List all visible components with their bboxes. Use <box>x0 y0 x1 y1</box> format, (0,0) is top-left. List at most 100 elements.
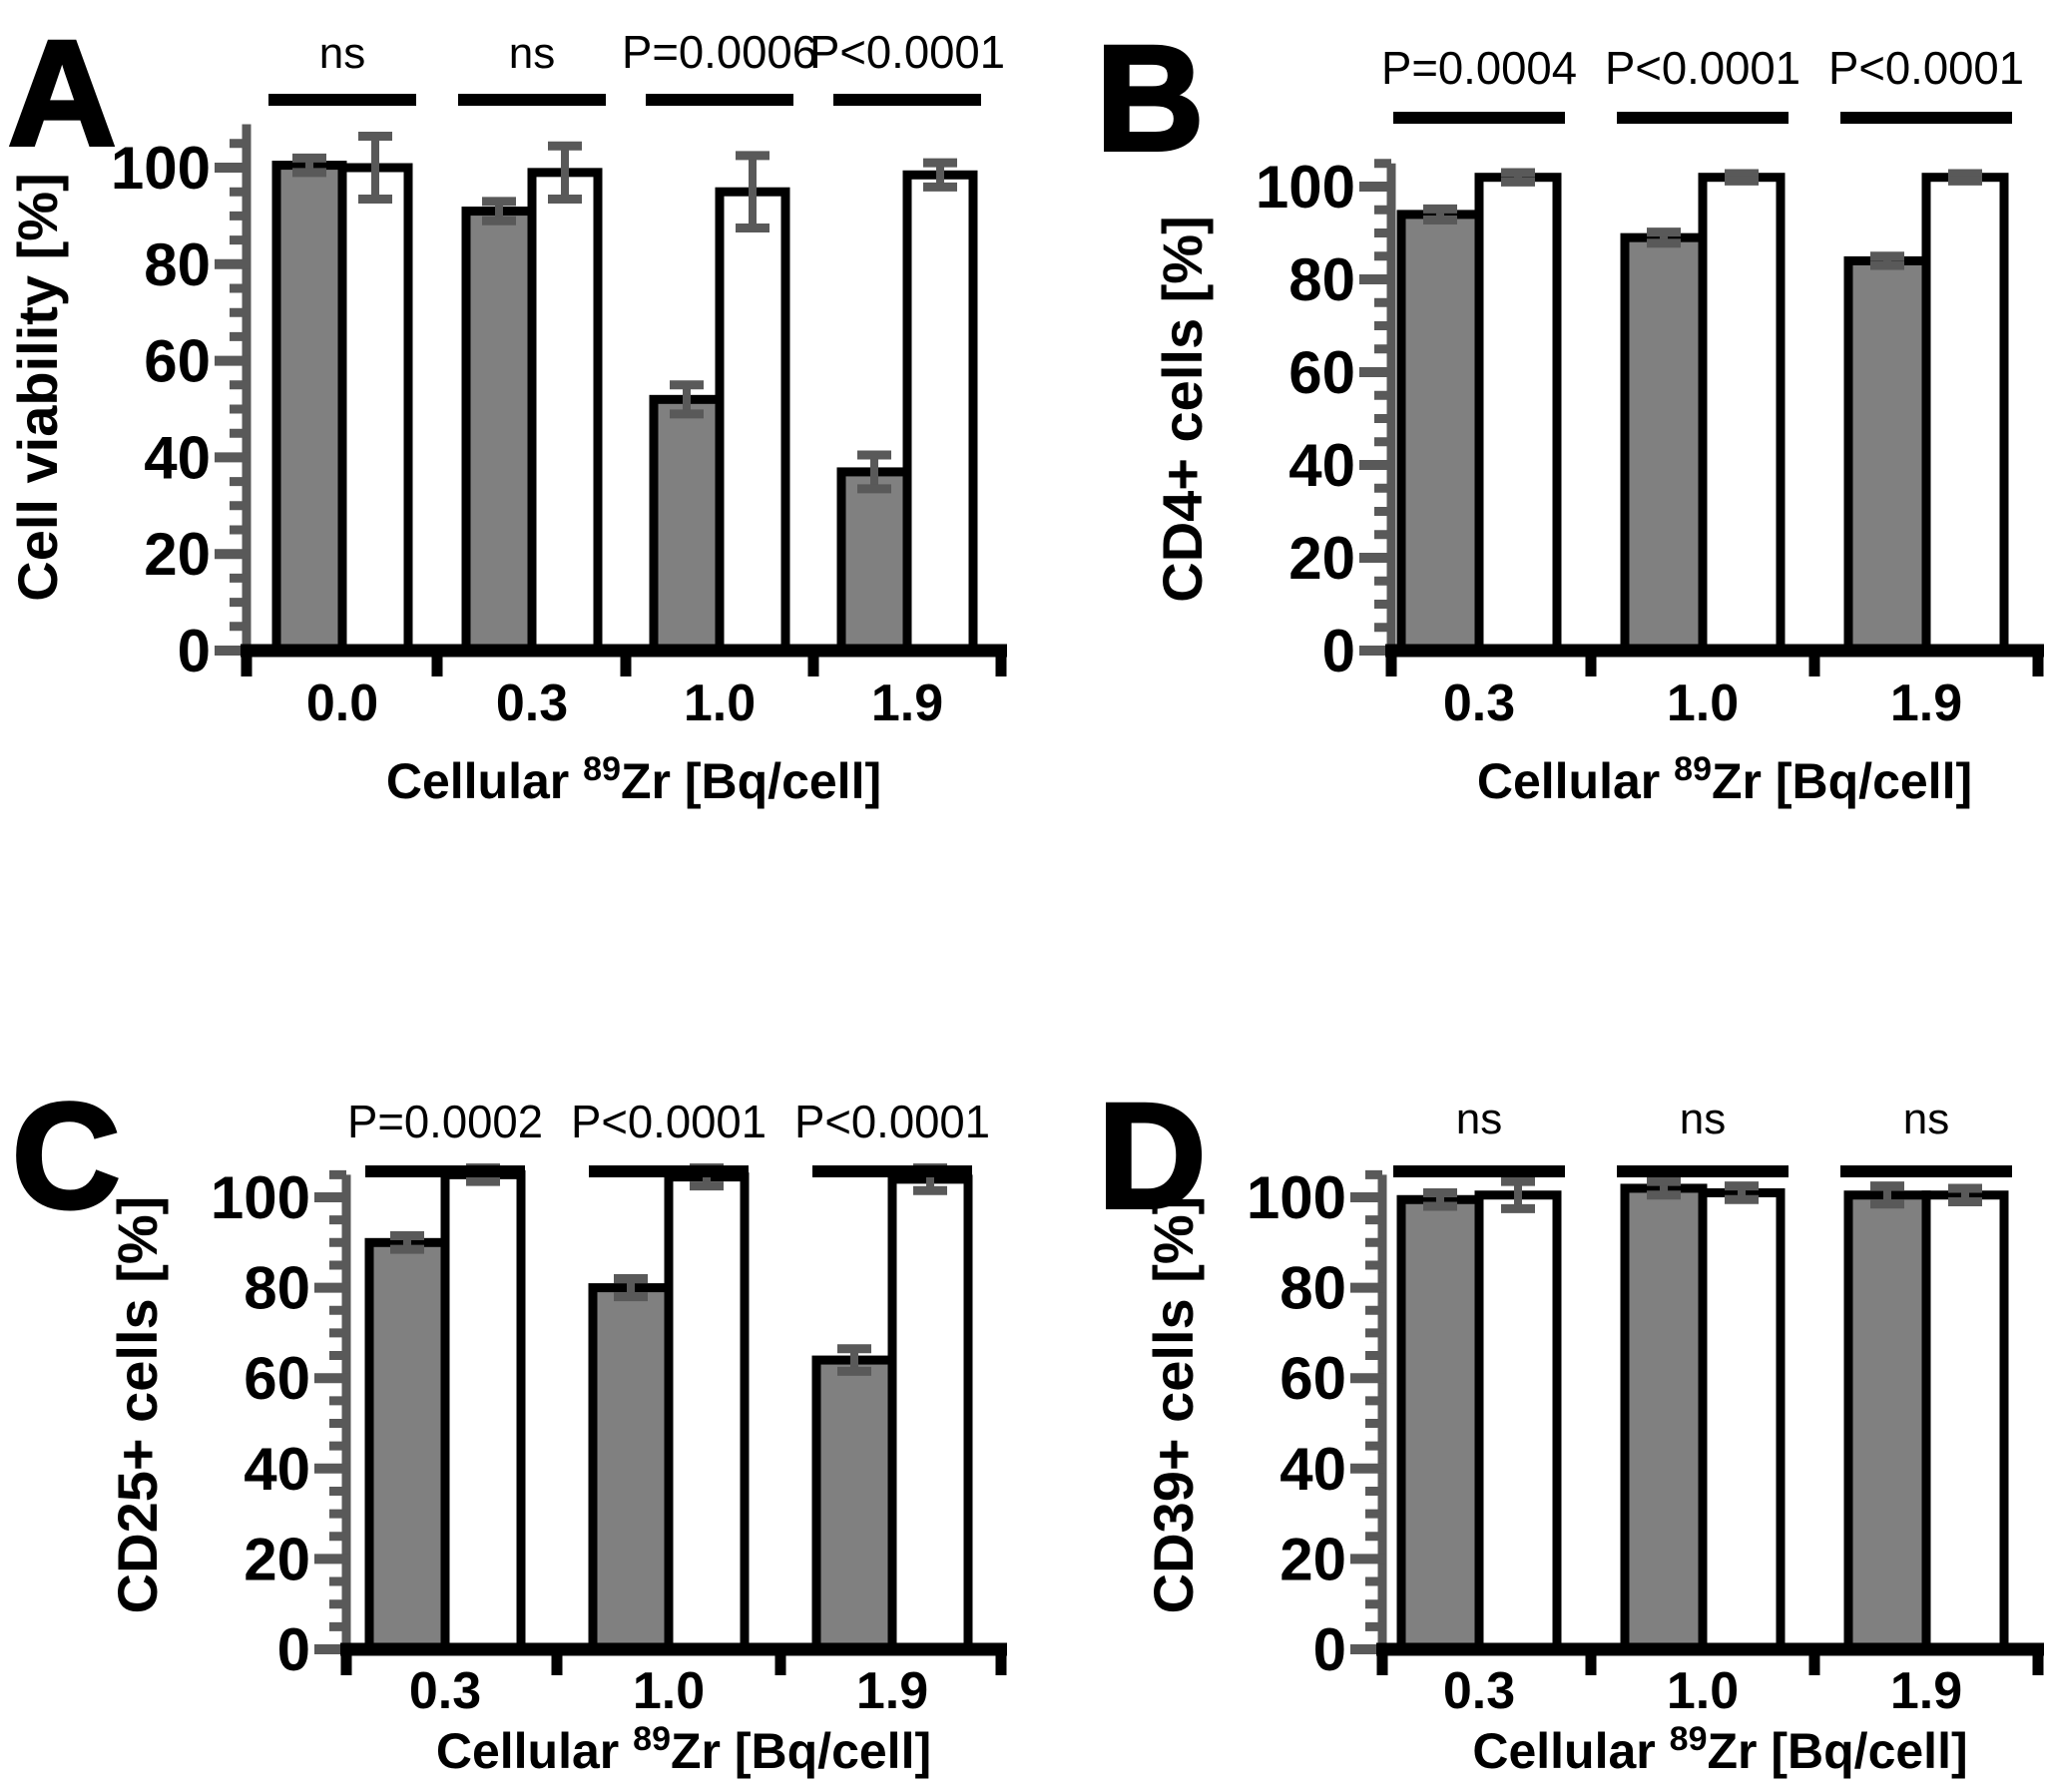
significance-text-A-3: P<0.0001 <box>809 26 1005 78</box>
y-tick-label-A-60: 60 <box>144 328 211 395</box>
x-tick-label-A-0.0: 0.0 <box>306 674 378 732</box>
white-bar-A-1.9 <box>902 170 978 656</box>
x-tick-label-A-0.3: 0.3 <box>496 674 568 732</box>
significance-text-B-2: P<0.0001 <box>1828 42 2024 94</box>
y-tick-label-A-0: 0 <box>178 618 211 684</box>
y-tick-label-D-0: 0 <box>1313 1616 1346 1683</box>
gray-bar-A-0.3 <box>461 207 537 656</box>
white-bar-A-1.0 <box>715 187 790 656</box>
error-bar-B-0.3-gray <box>1423 204 1457 224</box>
y-tick-label-D-100: 100 <box>1247 1164 1346 1231</box>
error-bar-B-1.0-gray <box>1647 227 1681 248</box>
white-bar-A-0.3 <box>527 168 603 656</box>
significance-text-C-2: P<0.0001 <box>794 1096 990 1147</box>
y-tick-label-C-20: 20 <box>244 1526 310 1592</box>
error-bar-C-0.3-gray <box>390 1231 424 1254</box>
y-tick-label-A-100: 100 <box>111 135 211 202</box>
error-bar-D-1.9-gray <box>1870 1181 1904 1209</box>
panel-letter-A: A <box>8 9 116 177</box>
gray-bar-C-0.3 <box>364 1237 450 1654</box>
y-tick-label-A-20: 20 <box>144 521 211 588</box>
white-bar-C-1.9 <box>887 1174 973 1654</box>
x-axis-B <box>1385 644 2044 676</box>
y-axis-title-A: Cell viability [%] <box>6 173 69 601</box>
significance-text-D-1: ns <box>1680 1095 1726 1143</box>
error-bar-D-1.9-white <box>1948 1183 1982 1207</box>
x-tick-label-B-1.0: 1.0 <box>1667 674 1739 732</box>
gray-bar-B-1.9 <box>1843 255 1931 656</box>
significance-text-B-0: P=0.0004 <box>1381 42 1577 94</box>
x-axis-D <box>1376 1642 2044 1675</box>
white-bar-B-0.3 <box>1474 173 1562 656</box>
y-tick-label-D-60: 60 <box>1279 1345 1346 1412</box>
y-tick-label-C-100: 100 <box>211 1164 310 1231</box>
x-tick-label-A-1.0: 1.0 <box>684 674 756 732</box>
x-tick-label-B-0.3: 0.3 <box>1443 674 1515 732</box>
y-axis-B <box>1359 159 1396 656</box>
x-tick-label-C-1.0: 1.0 <box>633 1662 705 1720</box>
gray-bar-D-1.0 <box>1620 1183 1708 1654</box>
significance-text-A-1: ns <box>509 29 555 78</box>
error-bar-D-0.3-gray <box>1423 1187 1457 1211</box>
error-bar-A-1.9-gray <box>857 450 891 494</box>
white-bar-A-0.0 <box>337 163 413 656</box>
y-axis-C <box>314 1169 351 1654</box>
y-tick-label-B-80: 80 <box>1288 246 1355 313</box>
gray-bar-D-1.9 <box>1843 1190 1931 1654</box>
white-bar-D-1.9 <box>1921 1190 2009 1654</box>
error-bar-B-1.9-white <box>1948 169 1982 186</box>
significance-text-A-0: ns <box>319 29 365 78</box>
y-tick-label-C-60: 60 <box>244 1345 310 1412</box>
white-bar-D-1.0 <box>1698 1187 1786 1654</box>
error-bar-C-1.9-gray <box>837 1344 871 1376</box>
white-bar-C-0.3 <box>440 1169 526 1654</box>
error-bar-D-1.0-white <box>1725 1181 1759 1204</box>
y-tick-label-C-80: 80 <box>244 1255 310 1322</box>
error-bar-C-1.0-gray <box>614 1274 648 1302</box>
significance-text-D-0: ns <box>1456 1095 1502 1143</box>
white-bar-B-1.9 <box>1921 173 2009 656</box>
x-axis-C <box>340 1642 1007 1675</box>
error-bar-B-1.9-gray <box>1870 251 1904 270</box>
gray-bar-A-0.0 <box>271 161 347 656</box>
x-tick-label-C-0.3: 0.3 <box>409 1662 481 1720</box>
panel-letter-B: B <box>1096 14 1204 182</box>
y-axis-title-D: CD39+ cells [%] <box>1142 1196 1205 1614</box>
white-bar-C-1.0 <box>664 1172 750 1654</box>
panel-letter-D: D <box>1098 1072 1206 1239</box>
y-tick-label-B-100: 100 <box>1256 154 1355 221</box>
x-tick-label-D-1.9: 1.9 <box>1890 1662 1962 1720</box>
y-tick-label-B-60: 60 <box>1288 339 1355 406</box>
y-axis-D <box>1350 1169 1387 1654</box>
significance-text-D-2: ns <box>1903 1095 1949 1143</box>
panel-letter-C: C <box>12 1072 120 1239</box>
error-bar-A-0.0-gray <box>292 153 326 178</box>
y-tick-label-C-0: 0 <box>277 1616 310 1683</box>
panel-A: A 0 20 40 60 80 100 0.0 0.3 1.0 1.9 Cellular 89Zr [… <box>6 7 1007 809</box>
error-bar-A-0.3-gray <box>482 197 516 225</box>
y-axis-A <box>215 124 252 656</box>
error-bar-B-1.0-white <box>1725 169 1759 186</box>
y-tick-label-B-20: 20 <box>1288 525 1355 592</box>
x-tick-label-D-1.0: 1.0 <box>1667 1662 1739 1720</box>
panel-B: B 0 20 40 60 80 100 0.3 1.0 1.9 Cellular 89Zr [Bq/… <box>1094 12 2044 809</box>
y-tick-label-B-0: 0 <box>1322 618 1355 684</box>
significance-text-A-2: P=0.0006 <box>622 26 817 78</box>
gray-bar-B-1.0 <box>1620 232 1708 656</box>
y-tick-label-C-40: 40 <box>244 1436 310 1503</box>
significance-text-C-1: P<0.0001 <box>571 1096 767 1147</box>
x-axis-title-B: Cellular 89Zr [Bq/cell] <box>1477 750 1972 809</box>
error-bar-A-1.9-white <box>923 158 957 192</box>
x-tick-label-C-1.9: 1.9 <box>856 1662 928 1720</box>
error-bar-A-1.0-gray <box>670 380 704 419</box>
x-axis-title-C: Cellular 89Zr [Bq/cell] <box>436 1720 931 1779</box>
y-axis-title-C: CD25+ cells [%] <box>106 1196 169 1614</box>
y-tick-label-D-80: 80 <box>1279 1255 1346 1322</box>
x-tick-label-D-0.3: 0.3 <box>1443 1662 1515 1720</box>
gray-bar-C-1.9 <box>811 1355 897 1654</box>
white-bar-D-0.3 <box>1474 1190 1562 1654</box>
